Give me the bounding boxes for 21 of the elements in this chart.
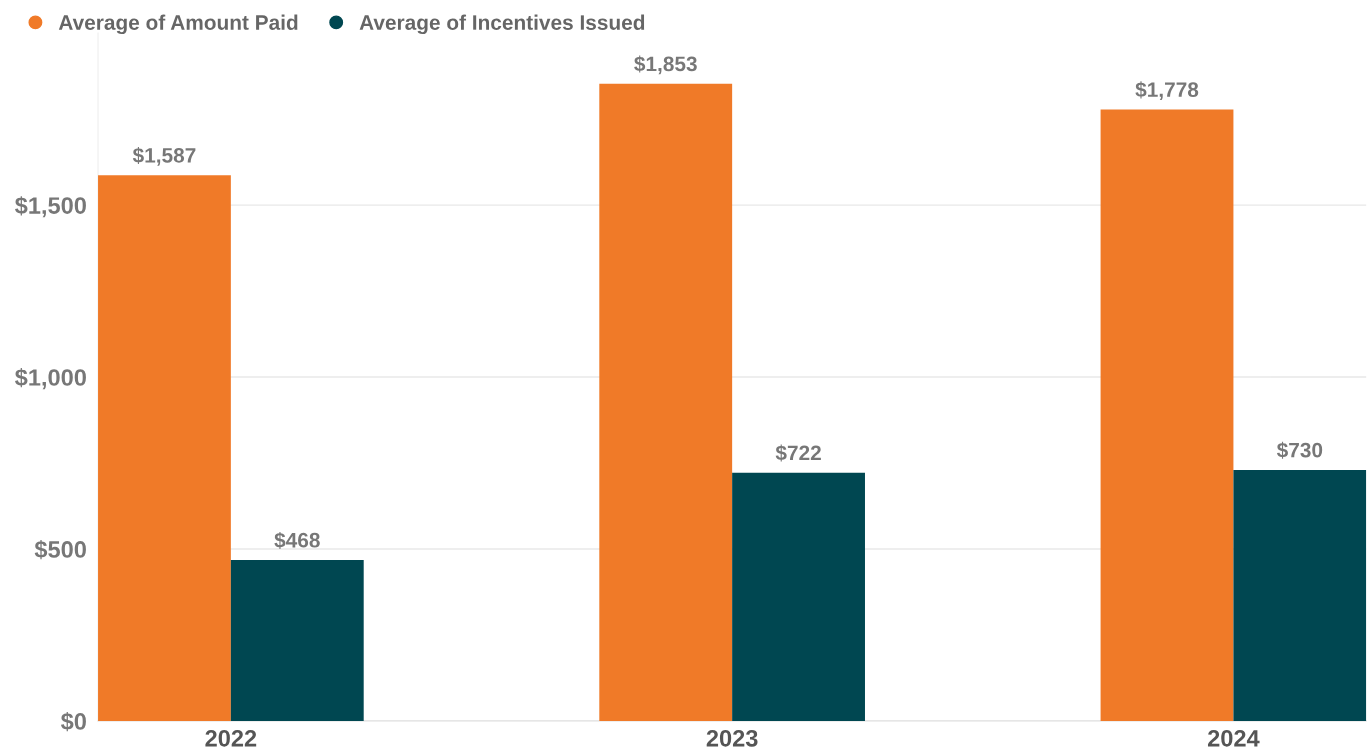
legend-label: Average of Amount Paid <box>58 14 298 35</box>
bar <box>599 83 733 721</box>
data-label: $468 <box>274 531 320 549</box>
x-tick-label: 2022 <box>205 729 257 747</box>
data-label: $730 <box>1276 441 1323 459</box>
x-tick-label: 2023 <box>706 729 758 747</box>
data-label: $1,853 <box>634 55 697 75</box>
x-tick-label: 2024 <box>1207 729 1260 747</box>
bar <box>230 560 364 721</box>
y-tick-label: $0 <box>60 712 86 732</box>
data-label: $1,778 <box>1135 81 1199 101</box>
y-tick-label: $500 <box>34 540 86 560</box>
bar <box>732 472 865 721</box>
y-tick-label: $1,500 <box>15 196 86 218</box>
data-label: $722 <box>775 444 821 462</box>
y-tick-label: $1,000 <box>15 368 86 390</box>
data-label: $1,587 <box>132 147 196 166</box>
legend-label: Average of Incentives Issued <box>359 14 645 35</box>
bar <box>1233 469 1367 721</box>
bar <box>98 175 231 721</box>
bar <box>1100 109 1234 721</box>
